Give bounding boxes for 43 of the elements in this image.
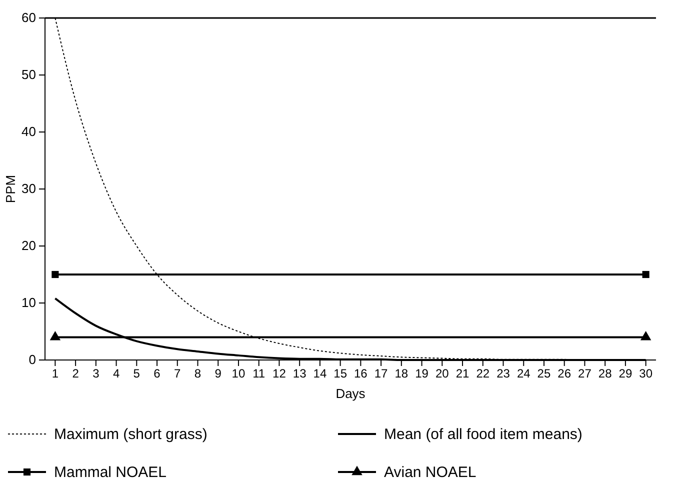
x-tick-label: 7	[174, 366, 182, 381]
x-tick-label: 4	[112, 366, 120, 381]
legend-label: Maximum (short grass)	[54, 426, 208, 443]
y-axis-title: PPM	[3, 174, 18, 204]
x-tick-label: 25	[537, 366, 551, 381]
y-tick-label: 20	[22, 238, 36, 254]
y-tick-label: 40	[22, 124, 36, 140]
x-tick-label: 2	[72, 366, 80, 381]
x-tick-label: 12	[272, 366, 286, 381]
x-tick-label: 19	[415, 366, 429, 381]
x-tick-label: 24	[516, 366, 531, 381]
x-tick-label: 21	[456, 366, 470, 381]
x-tick-label: 22	[476, 366, 490, 381]
x-axis-title: Days	[336, 386, 366, 401]
x-tick-label: 20	[435, 366, 450, 381]
x-tick-label: 27	[578, 366, 592, 381]
x-tick-label: 14	[313, 366, 327, 381]
y-tick-label: 30	[22, 181, 36, 196]
x-tick-label: 26	[558, 366, 572, 381]
x-tick-label: 17	[374, 366, 388, 381]
legend-label: Mean (of all food item means)	[384, 426, 582, 443]
y-tick-label: 10	[22, 295, 36, 310]
x-tick-label: 1	[52, 366, 59, 381]
legend-label: Avian NOAEL	[384, 464, 476, 481]
x-tick-label: 3	[92, 366, 100, 381]
x-tick-label: 23	[496, 366, 510, 381]
x-tick-label: 11	[252, 366, 266, 381]
y-tick-label: 50	[22, 67, 36, 82]
x-tick-label: 28	[598, 366, 612, 381]
y-tick-label: 60	[22, 10, 36, 26]
x-tick-label: 15	[334, 366, 348, 381]
x-tick-label: 13	[292, 366, 307, 381]
x-tick-label: 18	[394, 366, 408, 381]
x-tick-label: 9	[214, 366, 222, 381]
legend-label: Mammal NOAEL	[54, 464, 167, 481]
x-tick-label: 10	[232, 366, 246, 381]
x-tick-label: 16	[354, 366, 368, 381]
x-tick-label: 30	[639, 366, 653, 381]
x-tick-label: 5	[133, 366, 140, 381]
x-tick-label: 29	[618, 366, 632, 381]
x-tick-label: 8	[194, 366, 202, 381]
y-tick-label: 0	[28, 352, 36, 368]
x-tick-label: 6	[154, 366, 161, 381]
